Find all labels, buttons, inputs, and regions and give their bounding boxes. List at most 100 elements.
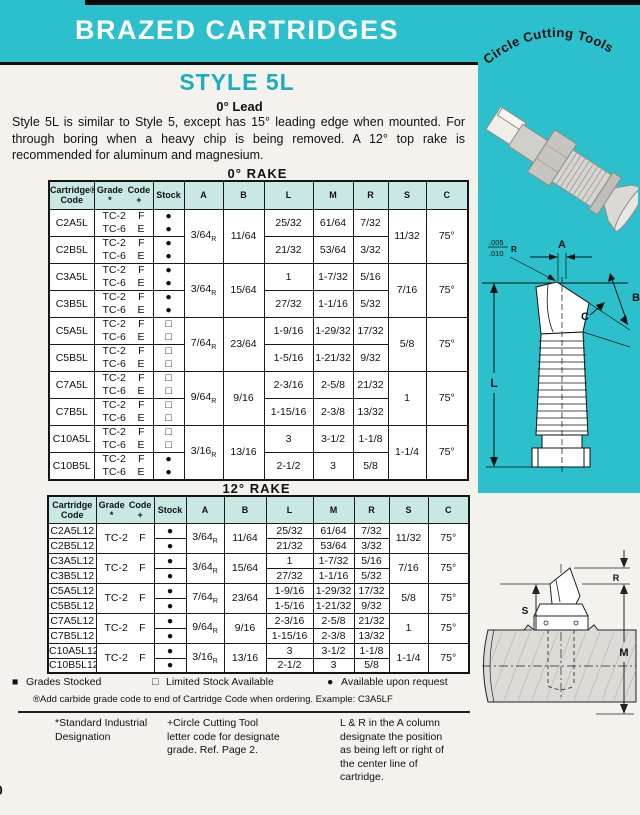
table-row: C2B5L12 ● 21/32 53/64 3/32 [47,537,469,554]
table-row: C5B5L12 ● 1-5/16 1-21/32 9/32 [47,597,469,614]
cell-r: 1-1/8 [352,424,389,453]
table-row: C7A5L TC-2 F TC-6 E □ □ 9/64R 9/16 2-3/16 2… [48,370,469,426]
cell-cartridge-code: C10A5L12 [47,642,97,659]
cell-stock: □ □ [152,424,185,453]
table-header-row: Cartridge® Code Grade * Code + Stock A B … [48,180,469,210]
cell-grade-code: TC-2 F TC-6 E [93,289,154,318]
cell-grade-code: TC-2 F [95,552,155,584]
cell-grade-code: TC-2 F TC-6 E [93,262,154,291]
brand-logo: Circle Cutting Tools [480,25,616,67]
cell-stock: ● ● [152,262,185,291]
legend-label: Available upon request [341,676,448,688]
radius-top-label: .005 [489,238,504,247]
lead-heading: 0° Lead [216,99,263,114]
footnote-letter-code: +Circle Cutting Tool letter code for des… [167,717,280,756]
cell-m: 2-5/8 [312,612,355,629]
open-square-icon: □ [152,676,159,688]
table-title-12-rake: 12° RAKE [222,481,291,496]
cell-cartridge-code: C5A5L [48,316,95,345]
dimension-drawing-mounted: R S M [482,550,637,715]
cell-b: 23/64 [223,582,267,614]
cell-c: 75° [425,424,469,480]
cell-stock: ● ● [152,289,185,318]
col-l: L [263,180,314,210]
cell-s: 1-1/4 [387,424,427,480]
table-row: C10A5L12 TC-2 F ● 3/16R 13/16 3 3-1/2 1-1… [47,642,470,674]
cell-r: 5/16 [353,552,390,569]
stock-legend: ■ Grades Stocked □ Limited Stock Available… [12,676,470,692]
cell-l: 2-3/16 [265,612,314,629]
cell-b: 13/16 [222,424,265,480]
col-stock: Stock [152,180,185,210]
cell-c: 75° [427,522,470,554]
table-row: C7B5L12 ● 1-15/16 2-3/8 13/32 [47,627,469,644]
dim-r-label: R [613,573,620,583]
cell-a: 7/64R [185,582,225,614]
cell-l: 3 [263,424,314,453]
cell-a: 3/16R [183,424,224,480]
filled-square-icon: ■ [12,676,19,688]
cell-a: 3/16R [185,642,225,674]
cell-m: 61/64 [312,522,355,539]
col-code: Code + [127,185,151,206]
cell-m: 1-21/32 [312,597,355,614]
cell-b: 15/64 [222,262,265,318]
cell-r: 21/32 [353,612,390,629]
cell-m: 3 [312,657,355,674]
col-c: C [425,180,469,210]
cell-stock: ● [153,642,187,659]
cell-cartridge-code: C10A5L [48,424,95,453]
cartridge-photo [485,105,638,233]
cell-grade-code: TC-2 F TC-6 E [93,397,154,426]
cell-grade-code: TC-2 F [95,582,155,614]
filled-circle-icon: ● [327,676,334,688]
table-12-rake: Cartridge Code Grade * Code + Stock A B L… [47,495,471,674]
cell-s: 1 [388,612,429,644]
cell-m: 53/64 [312,235,354,264]
cell-cartridge-code: C7B5L [48,397,95,426]
table-0-rake: Cartridge® Code Grade * Code + Stock A B … [48,180,470,481]
dim-c-label: C [581,311,589,323]
dim-a-label: A [558,239,566,251]
cell-l: 2-1/2 [263,451,314,480]
table-title-0-rake: 0° RAKE [227,166,288,181]
cell-l: 3 [265,642,314,659]
cell-a: 9/64R [183,370,224,426]
col-r: R [352,180,389,210]
cell-r: 7/32 [352,208,389,237]
cell-c: 75° [427,612,470,644]
cell-r: 17/32 [352,316,389,345]
legend-item: □ Limited Stock Available [152,676,274,688]
col-cartridge: Cartridge Code [47,495,97,524]
cell-l: 1 [263,262,314,291]
col-grade: Grade * [96,185,123,206]
cell-c: 75° [427,552,470,584]
dim-s-label: S [522,606,529,617]
cell-c: 75° [425,370,469,426]
page-number: 0 [0,782,3,798]
cell-cartridge-code: C5B5L12 [47,597,97,614]
cell-cartridge-code: C2B5L12 [47,537,97,554]
cell-m: 61/64 [312,208,354,237]
cell-s: 5/8 [388,582,429,614]
cell-s: 11/32 [388,522,429,554]
footnote-standard-industrial: *Standard Industrial Designation [55,717,148,743]
col-grade-code: Grade * Code + [95,495,155,524]
cell-c: 75° [425,262,469,318]
table-row: C10A5L TC-2 F TC-6 E □ □ 3/16R 13/16 3 3-1/… [48,424,469,480]
dim-b-label: B [632,292,640,304]
brand-logo-text: Circle Cutting Tools [480,25,615,67]
svg-text:Circle Cutting Tools: Circle Cutting Tools [480,25,616,67]
cell-l: 27/32 [265,567,314,584]
col-stock: Stock [153,495,187,524]
cell-grade-code: TC-2 F TC-6 E [93,316,154,345]
cell-m: 3-1/2 [312,642,355,659]
cell-grade-code: TC-2 F [95,522,155,554]
cell-a: 3/64R [185,552,225,584]
table-row: C3B5L12 ● 27/32 1-1/16 5/32 [47,567,469,584]
cell-r: 5/32 [353,567,390,584]
legend-label: Grades Stocked [26,676,102,688]
cell-a: 3/64R [185,522,225,554]
cell-r: 17/32 [353,582,390,599]
col-b: B [223,495,267,524]
